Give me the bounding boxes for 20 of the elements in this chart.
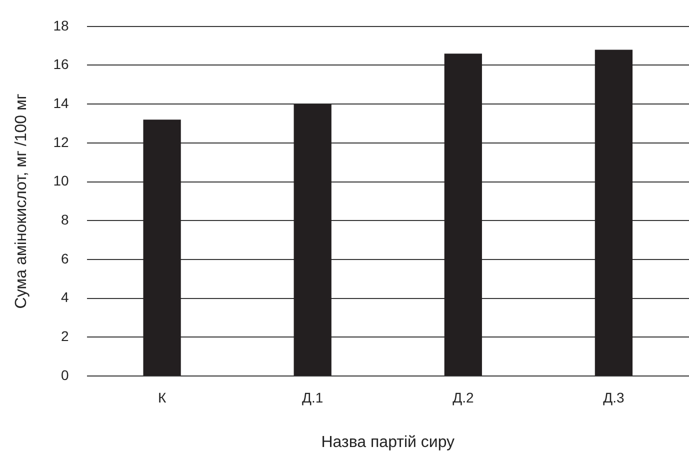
x-tick-label: Д.2	[452, 389, 474, 406]
x-tick-label: К	[158, 389, 167, 406]
bar	[444, 54, 482, 376]
bar	[594, 50, 633, 376]
y-tick-label: 6	[60, 250, 69, 266]
y-tick-label: 4	[60, 289, 69, 306]
y-tick-label: 18	[53, 17, 69, 34]
y-tick-label: 8	[60, 211, 69, 228]
bar	[294, 104, 332, 376]
y-tick-label: 16	[53, 56, 69, 72]
y-axis-title: Сума амінокислот, мг /100 мг	[13, 94, 30, 309]
y-tick-label: 2	[60, 328, 69, 344]
x-tick-label: Д.3	[603, 389, 625, 406]
y-tick-label: 10	[53, 172, 69, 189]
y-tick-label: 12	[53, 134, 69, 150]
x-tick-label: Д.1	[302, 389, 324, 406]
y-tick-label: 0	[60, 366, 69, 383]
y-tick-label: 14	[53, 94, 69, 111]
bar	[143, 120, 181, 376]
x-axis-title: Назва партій сиру	[321, 434, 455, 451]
